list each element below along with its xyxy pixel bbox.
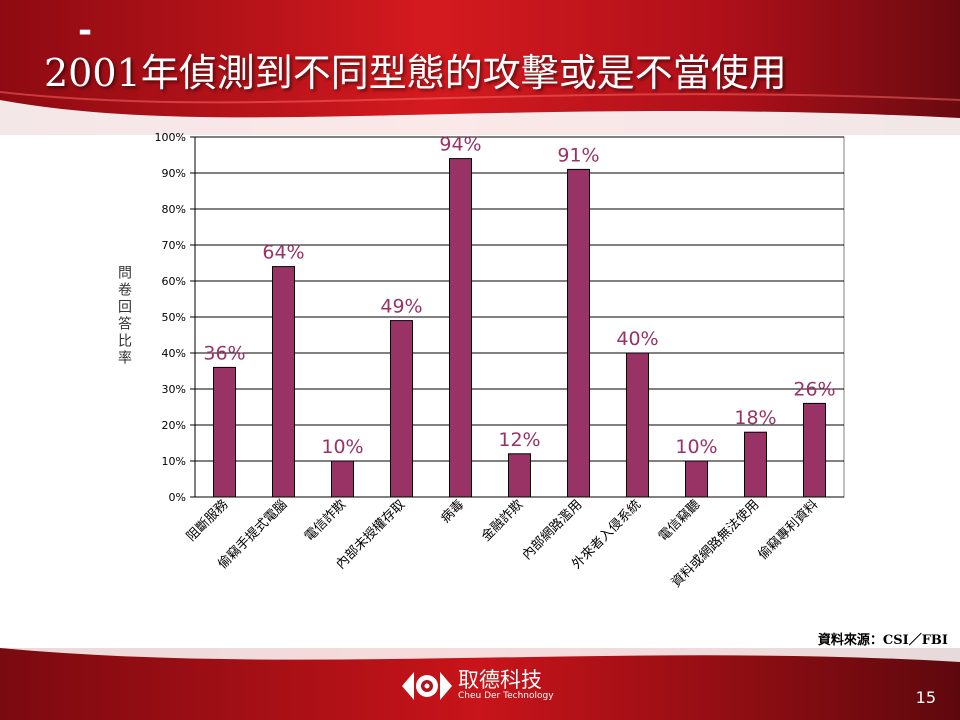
x-tick-label: 金融詐欺 bbox=[478, 497, 526, 545]
data-label: 91% bbox=[557, 144, 599, 166]
x-tick-label: 電信詐欺 bbox=[301, 497, 349, 545]
bar bbox=[685, 460, 708, 498]
y-tick-label: 10% bbox=[162, 455, 186, 468]
bar bbox=[508, 453, 531, 498]
data-label: 64% bbox=[262, 242, 304, 264]
bar bbox=[331, 460, 354, 498]
x-tick-label: 電信竊聽 bbox=[655, 497, 703, 545]
x-tick-label: 內部網路濫用 bbox=[519, 497, 585, 563]
data-label: 49% bbox=[380, 296, 422, 318]
bar bbox=[803, 402, 826, 498]
logo-name-en: Cheu Der Technology bbox=[458, 691, 554, 701]
x-tick-label: 阻斷服務 bbox=[184, 497, 231, 544]
page-number: 15 bbox=[915, 688, 936, 707]
bar bbox=[213, 366, 236, 498]
bottom-banner bbox=[0, 648, 960, 720]
x-tick-label: 偷竊專利資料 bbox=[755, 497, 821, 563]
y-tick-label: 60% bbox=[162, 275, 186, 288]
y-tick-label: 80% bbox=[162, 203, 186, 216]
bar bbox=[744, 431, 767, 498]
source-note: 資料來源：CSI／FBI bbox=[817, 633, 948, 648]
logo-mark-icon bbox=[402, 672, 452, 700]
title-bullet: - bbox=[78, 11, 93, 51]
data-label: 94% bbox=[439, 134, 481, 156]
y-tick-label: 70% bbox=[162, 239, 186, 252]
data-label: 40% bbox=[616, 328, 658, 350]
bar bbox=[626, 352, 649, 498]
data-label: 36% bbox=[203, 342, 245, 364]
y-tick-label: 20% bbox=[162, 419, 186, 432]
y-tick-label: 90% bbox=[162, 167, 186, 180]
bar bbox=[567, 168, 590, 498]
y-tick-label: 0% bbox=[169, 491, 186, 504]
data-label: 10% bbox=[321, 436, 363, 458]
company-logo: 取德科技 Cheu Der Technology bbox=[400, 664, 560, 712]
bar bbox=[390, 320, 413, 498]
slide-title: 2001年偵測到不同型態的攻擊或是不當使用 bbox=[44, 51, 787, 95]
y-axis-label: 問卷回答比率 bbox=[116, 265, 132, 367]
y-tick-label: 100% bbox=[155, 131, 186, 144]
y-tick-label: 30% bbox=[162, 383, 186, 396]
x-tick-label: 病毒 bbox=[438, 497, 467, 526]
top-banner bbox=[0, 0, 960, 135]
data-label: 18% bbox=[734, 407, 776, 429]
y-tick-label: 40% bbox=[162, 347, 186, 360]
data-label: 12% bbox=[498, 429, 540, 451]
data-label: 10% bbox=[675, 436, 717, 458]
bar bbox=[272, 266, 295, 498]
logo-name-cn: 取德科技 bbox=[458, 668, 542, 692]
data-label: 26% bbox=[793, 378, 835, 400]
bar bbox=[449, 158, 472, 498]
y-tick-label: 50% bbox=[162, 311, 186, 324]
